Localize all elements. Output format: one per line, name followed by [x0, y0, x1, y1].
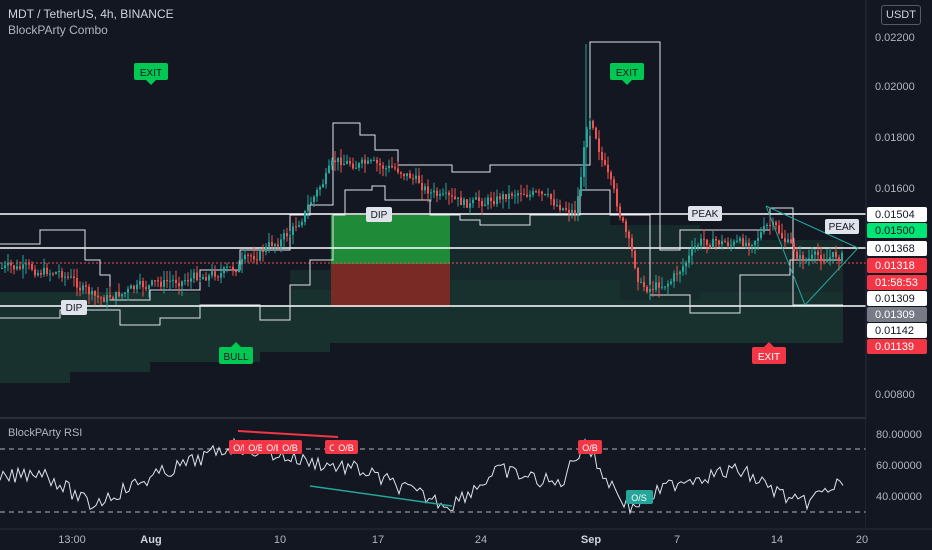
step-bands	[0, 41, 843, 326]
price-label: 0.01504	[867, 207, 927, 222]
svg-text:O/B: O/B	[266, 443, 282, 453]
candles	[1, 44, 843, 309]
price-label: 0.01368	[867, 241, 927, 256]
svg-text:01:58:53: 01:58:53	[875, 277, 918, 289]
time-tick: 13:00	[58, 534, 86, 546]
svg-text:EXIT: EXIT	[758, 352, 780, 363]
svg-text:0.01500: 0.01500	[875, 225, 915, 237]
price-tick: 0.01600	[875, 183, 915, 195]
rsi-indicator-title[interactable]: BlockPArty RSI	[8, 427, 83, 439]
svg-text:0.01139: 0.01139	[875, 341, 914, 353]
price-tick: 0.02200	[875, 32, 915, 44]
price-label: 0.01309	[867, 307, 927, 322]
svg-text:O/B: O/B	[582, 443, 598, 453]
svg-text:EXIT: EXIT	[140, 68, 162, 79]
signal-peak-1: PEAK	[688, 206, 722, 221]
triangle-pattern	[765, 205, 859, 306]
svg-text:O/S: O/S	[631, 493, 647, 503]
svg-text:0.01309: 0.01309	[875, 293, 915, 305]
time-tick: 7	[674, 534, 680, 546]
signal-dip-1: DIP	[366, 207, 392, 222]
time-tick: 24	[475, 534, 487, 546]
indicator-title[interactable]: BlockPArty Combo	[8, 23, 108, 37]
svg-text:0.01504: 0.01504	[875, 209, 915, 221]
rsi-oversold-tag: O/S	[626, 490, 653, 504]
price-axis[interactable]: 0.02200 0.02000 0.01800 0.01600 0.00800 …	[865, 0, 932, 550]
svg-text:EXIT: EXIT	[616, 68, 638, 79]
rsi-axis[interactable]: 80.00000 60.00000 40.00000	[866, 419, 932, 530]
price-label: 0.01309	[867, 291, 927, 306]
time-tick: 17	[372, 534, 384, 546]
signal-exit-3: EXIT	[752, 342, 786, 364]
svg-text:0.01368: 0.01368	[875, 243, 915, 255]
time-tick: 20	[856, 534, 868, 546]
symbol-title[interactable]: MDT / TetherUS, 4h, BINANCE	[8, 7, 174, 21]
signal-exit-2: EXIT	[610, 63, 644, 85]
svg-text:O/B: O/B	[338, 443, 354, 453]
price-tick: 0.00800	[875, 389, 915, 401]
price-label: 0.01318	[867, 258, 927, 273]
signal-peak-2: PEAK	[825, 219, 859, 234]
rsi-tick: 80.00000	[876, 429, 922, 441]
time-axis[interactable]: 13:00 Aug 10 17 24 Sep 7 14 20	[0, 528, 932, 550]
price-tick: 0.01800	[875, 132, 915, 144]
svg-text:DIP: DIP	[66, 303, 83, 314]
svg-text:PEAK: PEAK	[829, 222, 856, 233]
signal-dip-2: DIP	[61, 300, 87, 315]
time-tick: 14	[771, 534, 783, 546]
rsi-line	[0, 437, 844, 515]
loss-zone	[331, 264, 450, 307]
svg-text:0.01318: 0.01318	[875, 260, 915, 272]
svg-text:PEAK: PEAK	[692, 209, 719, 220]
rsi-tick: 40.00000	[876, 491, 922, 503]
rsi-overbought-tags: O/B O/B O/B O/B O/B O/B O/B	[229, 440, 602, 454]
signal-exit-1: EXIT	[134, 63, 168, 85]
profit-zone	[331, 215, 450, 264]
svg-text:DIP: DIP	[371, 210, 388, 221]
svg-text:0.01142: 0.01142	[875, 325, 914, 337]
price-label: 0.01139	[867, 339, 927, 354]
signal-bull: BULL	[219, 342, 253, 364]
rsi-tick: 60.00000	[876, 460, 922, 472]
svg-text:0.01309: 0.01309	[875, 309, 915, 321]
svg-text:O/B: O/B	[282, 443, 298, 453]
price-label: 01:58:53	[867, 275, 927, 290]
rsi-divergence	[237, 430, 453, 507]
currency-button[interactable]: USDT	[881, 5, 921, 25]
price-label: 0.01500	[867, 223, 927, 238]
svg-text:O/B: O/B	[248, 443, 264, 453]
level-lines	[0, 213, 870, 307]
rsi-levels	[0, 448, 866, 513]
time-tick: Aug	[140, 534, 161, 546]
time-tick: Sep	[581, 534, 601, 546]
svg-text:O/B: O/B	[233, 443, 249, 453]
svg-text:BULL: BULL	[223, 352, 248, 363]
time-tick: 10	[274, 534, 286, 546]
price-tick: 0.02000	[875, 81, 915, 93]
price-label: 0.01142	[867, 323, 927, 338]
